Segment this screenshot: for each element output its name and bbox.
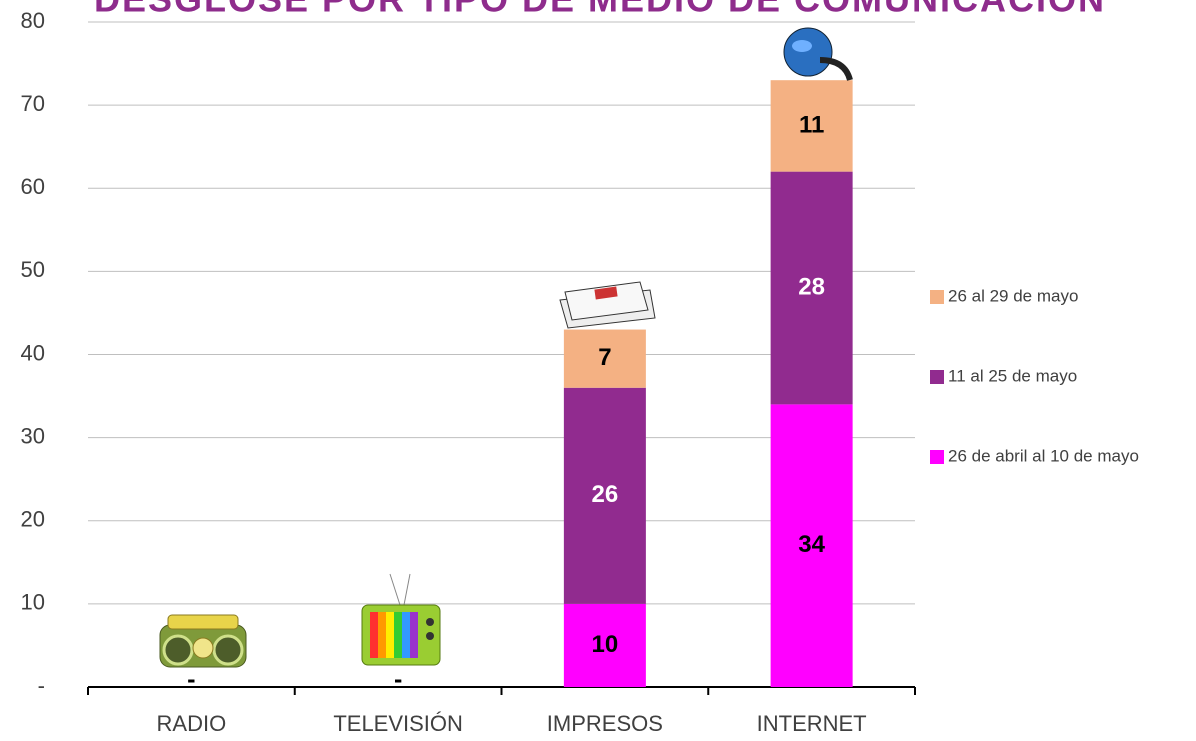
value-label: - [187,666,195,693]
y-tick-label: 30 [21,423,45,448]
bar-segment [563,603,646,687]
y-tick-label: - [38,673,45,698]
chart-title: DESGLOSE POR TIPO DE MEDIO DE COMUNICACI… [94,0,1106,20]
value-label: 26 [592,481,619,508]
y-tick-label: 10 [21,590,45,615]
bar-segment [770,171,853,405]
x-tick-label: TELEVISIÓN [333,711,463,736]
x-tick-label: INTERNET [757,711,867,736]
y-tick-label: 20 [21,507,45,532]
y-tick-label: 60 [21,174,45,199]
radio-icon [159,614,247,668]
bar-segment [563,387,646,604]
x-tick-label: RADIO [157,711,227,736]
y-tick-label: 40 [21,340,45,365]
legend-label: 11 al 25 de mayo [948,366,1077,385]
legend-swatch [930,290,944,304]
value-label: - [394,666,402,693]
value-label: 34 [798,531,825,558]
y-tick-label: 80 [21,8,45,33]
bar-segment [770,404,853,687]
globe-icon [783,27,853,81]
legend-label: 26 al 29 de mayo [948,286,1078,305]
bar-segment [770,80,853,172]
x-tick-label: IMPRESOS [547,711,663,736]
value-label: 7 [598,344,611,371]
y-tick-label: 50 [21,257,45,282]
value-label: - [187,666,195,693]
value-label: - [394,666,402,693]
value-label: 10 [592,631,619,658]
legend-label: 26 de abril al 10 de mayo [948,446,1139,465]
legend-swatch [930,450,944,464]
value-label: 11 [799,111,824,138]
legend-swatch [930,370,944,384]
newspaper-icon [559,281,656,329]
y-tick-label: 70 [21,91,45,116]
value-label: - [394,666,402,693]
value-label: - [187,666,195,693]
tv-icon [361,573,441,666]
value-label: 28 [798,273,825,300]
bar-segment [563,329,646,388]
